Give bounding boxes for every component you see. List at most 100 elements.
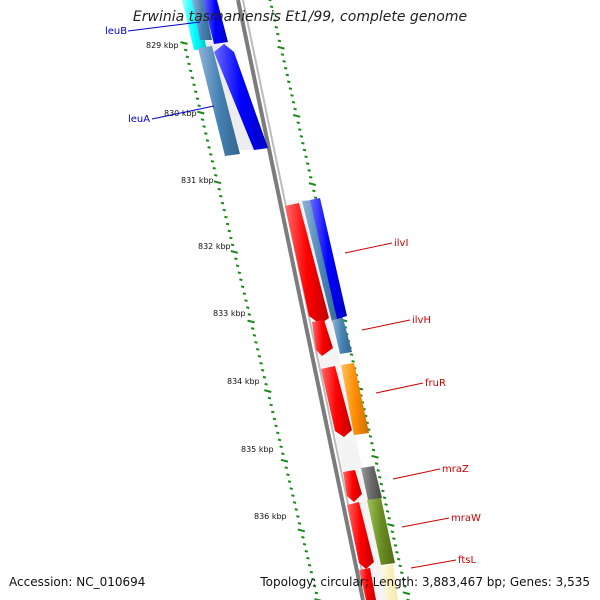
scale-tick-minor	[393, 544, 398, 547]
scale-tick-minor	[312, 189, 316, 193]
scale-tick-minor	[195, 97, 200, 101]
scale-tick-minor	[395, 550, 399, 554]
scale-tick-minor	[351, 360, 355, 363]
scale-tick-minor	[229, 236, 233, 240]
scale-tick-minor	[385, 510, 390, 513]
scale-tick-minor	[287, 80, 291, 84]
leader-fruR	[375, 382, 424, 394]
leader-ftsL	[410, 559, 457, 569]
gene-label-leuB: leuB	[105, 26, 127, 37]
gene-mraW-olive	[367, 498, 395, 565]
scale-tick-minor	[269, 403, 273, 407]
accession-text: Accession: NC_010694	[9, 575, 146, 589]
scale-tick-minor	[245, 306, 250, 309]
scale-tick-minor	[290, 94, 294, 97]
scale-tick-major	[371, 454, 379, 459]
scale-tick-minor	[220, 201, 225, 205]
scale-tick-minor	[247, 313, 252, 316]
scale-tick-minor	[279, 445, 283, 449]
gene-steel-lower	[332, 318, 352, 354]
scale-tick-minor	[368, 435, 373, 438]
gene-leuA-blue	[214, 44, 268, 150]
scale-tick-minor	[257, 354, 262, 358]
scale-tick-minor	[235, 264, 240, 268]
gene-label-leuA: leuA	[128, 114, 150, 125]
scale-tick-major	[292, 114, 301, 118]
leader-leuA	[151, 105, 215, 120]
gene-ilvH-red	[312, 320, 333, 356]
scale-tick-minor	[272, 417, 277, 421]
scale-tick-minor	[291, 494, 295, 497]
scale-tick-minor	[262, 375, 267, 379]
scale-tick-minor	[269, 5, 274, 9]
scale-tick-minor	[219, 194, 223, 198]
scale-tick-minor	[298, 128, 302, 131]
backbone-line-inner	[242, 0, 369, 600]
scale-label: 834 kbp	[227, 377, 260, 386]
scale-tick-minor	[277, 438, 282, 442]
scale-tick-minor	[301, 535, 305, 539]
scale-tick-minor	[207, 146, 211, 149]
scale-tick-minor	[252, 334, 257, 337]
gene-gray-mraZ	[361, 466, 382, 500]
scale-tick-minor	[200, 118, 205, 121]
scale-tick-minor	[277, 39, 282, 43]
scale-tick-minor	[292, 501, 297, 504]
scale-tick-minor	[264, 382, 268, 386]
scale-tick-minor	[311, 577, 315, 581]
scale-tick-minor	[188, 69, 193, 73]
gene-ilvI-blue	[310, 198, 347, 319]
scale-tick-minor	[255, 348, 260, 351]
scale-tick-minor	[382, 496, 387, 500]
scale-tick-major	[264, 389, 272, 393]
scale-tick-minor	[291, 100, 296, 104]
scale-tick-minor	[302, 148, 307, 152]
scale-tick-minor	[309, 175, 313, 179]
gene-label-ilvH: ilvH	[412, 315, 431, 326]
scale-label: 832 kbp	[198, 242, 231, 251]
scale-tick-minor	[271, 12, 275, 15]
scale-tick-minor	[399, 571, 404, 575]
gene-fruR-red	[321, 366, 352, 437]
scale-tick-minor	[307, 563, 312, 567]
scale-tick-minor	[230, 243, 235, 247]
scale-tick-minor	[302, 542, 307, 546]
gene-label-fruR: fruR	[425, 378, 446, 389]
gene-leuB-blue	[203, 0, 228, 44]
gene-label-ilvI: ilvI	[394, 238, 408, 249]
scale-tick-minor	[190, 76, 195, 80]
scale-tick-minor	[242, 292, 247, 295]
scale-tick-minor	[314, 591, 319, 595]
gene-label-mraW: mraW	[451, 513, 481, 524]
leader-mraZ	[392, 468, 441, 480]
scale-tick-major	[180, 41, 188, 45]
scale-tick-major	[230, 250, 239, 254]
scale-tick-minor	[209, 153, 213, 156]
scale-tick-minor	[287, 480, 292, 483]
scale-tick-minor	[274, 25, 279, 29]
scale-tick-minor	[312, 584, 317, 588]
scale-tick-minor	[306, 556, 310, 560]
leader-mraW	[401, 517, 450, 528]
scale-tick-minor	[297, 522, 302, 525]
scale-label: 836 kbp	[254, 512, 287, 521]
scale-tick-minor	[280, 53, 285, 56]
scale-tick-minor	[259, 361, 263, 365]
scale-tick-major	[213, 180, 222, 185]
scale-tick-minor	[282, 60, 286, 63]
scale-tick-minor	[374, 462, 379, 465]
forward-genes	[182, 0, 268, 156]
backbone-line-outer	[236, 0, 365, 600]
leader-ilvH	[361, 319, 411, 331]
scale-tick-minor	[205, 139, 210, 142]
scale-tick-minor	[276, 32, 280, 36]
scale-tick-minor	[276, 431, 280, 435]
scale-tick-minor	[284, 466, 288, 470]
scale-tick-major	[402, 591, 411, 596]
scale-tick-minor	[349, 353, 354, 356]
scale-tick-minor	[305, 162, 310, 165]
scale-tick-minor	[234, 257, 238, 261]
scale-tick-major	[277, 45, 285, 50]
scale-tick-minor	[387, 516, 391, 520]
